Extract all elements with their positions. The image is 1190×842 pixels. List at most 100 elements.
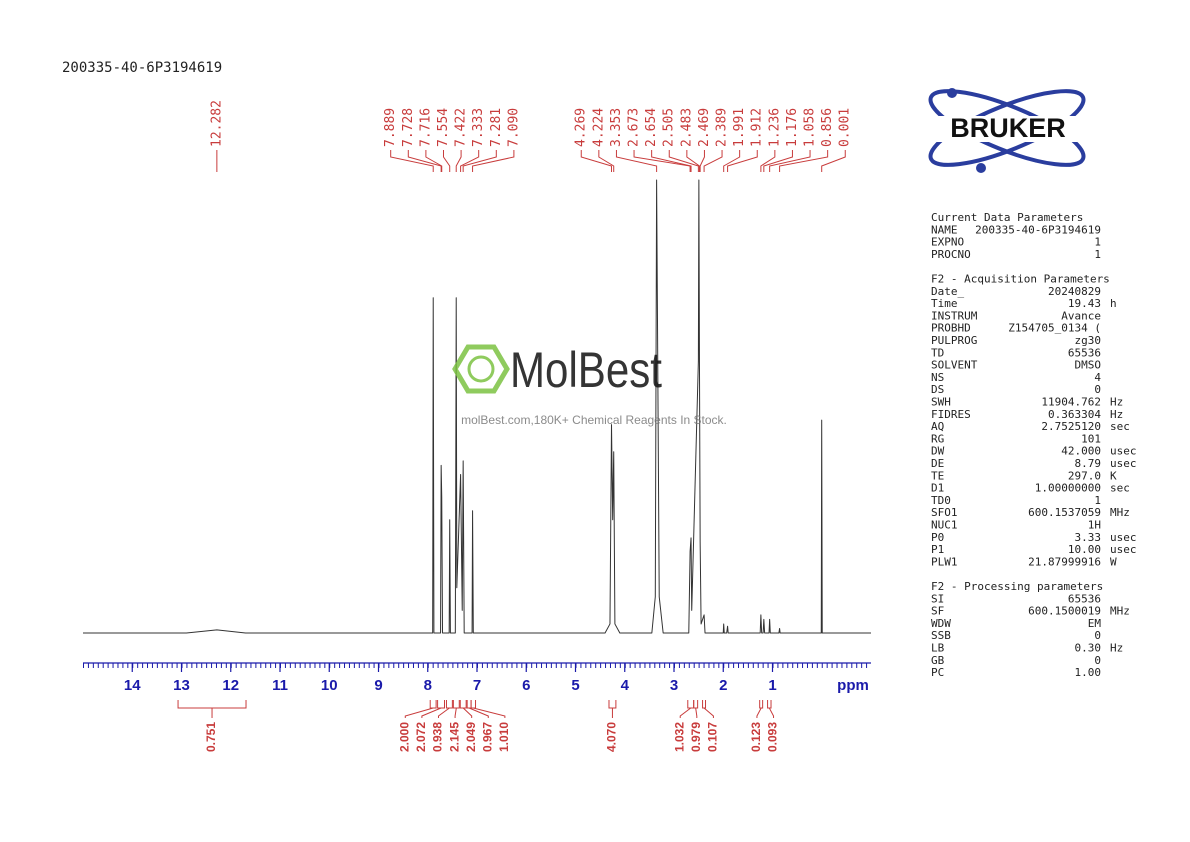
integral-label: 0.107 (706, 722, 720, 752)
parameter-unit: sec (1110, 420, 1130, 433)
x-tick-label: 14 (124, 677, 141, 694)
parameter-name: D1 (931, 482, 944, 495)
parameter-unit: sec (1110, 482, 1130, 495)
parameter-section-title: Current Data Parameters (931, 211, 1083, 224)
parameter-name: DE (931, 457, 944, 470)
watermark-brand: MolBest (510, 342, 662, 398)
peak-connector (598, 150, 615, 172)
parameter-value: 4 (1094, 371, 1101, 384)
integral-bracket (608, 700, 617, 718)
integral-bracket (767, 700, 775, 718)
parameter-name: Date_ (931, 285, 964, 298)
peak-label: 7.281 (489, 108, 504, 147)
parameter-name: EXPNO (931, 236, 964, 249)
parameter-unit: usec (1110, 543, 1137, 556)
parameter-value: 8.79 (1075, 457, 1102, 470)
parameter-name: NS (931, 371, 944, 384)
integral-bracket (470, 700, 506, 718)
parameter-value: 200335-40-6P3194619 (975, 223, 1101, 236)
chart-title: 200335-40-6P3194619 (62, 60, 222, 76)
parameter-value: 10.00 (1068, 543, 1101, 556)
peak-connector (727, 150, 758, 172)
peak-label: 4.269 (574, 108, 589, 147)
integral-bracket (437, 700, 453, 718)
integral-bracket (756, 700, 764, 718)
integral-label: 2.072 (414, 722, 428, 752)
parameter-value: 0 (1094, 629, 1101, 642)
x-tick-label: 6 (522, 677, 530, 694)
parameter-unit: usec (1110, 445, 1137, 458)
x-tick-label: 8 (424, 677, 432, 694)
parameter-name: RG (931, 432, 944, 445)
peak-label: 2.654 (644, 108, 659, 147)
x-tick-label: 4 (621, 677, 630, 694)
x-tick-label: 7 (473, 677, 481, 694)
peak-connector (821, 150, 846, 172)
parameter-name: Time (931, 297, 958, 310)
bruker-logo: BRUKER (926, 88, 1090, 173)
integral-label: 1.032 (672, 722, 686, 752)
peak-connector (425, 150, 443, 172)
parameter-name: PC (931, 666, 944, 679)
peak-label: 0.856 (820, 108, 835, 147)
peak-connector (390, 150, 434, 172)
parameter-value: 1 (1094, 236, 1101, 249)
logo-orbit (928, 89, 1086, 167)
peak-connector (462, 150, 497, 172)
parameter-unit: K (1110, 469, 1117, 482)
parameter-value: 65536 (1068, 346, 1101, 359)
parameter-value: 19.43 (1068, 297, 1101, 310)
logo-dot (947, 88, 957, 98)
x-tick-label: 13 (173, 677, 190, 694)
parameter-name: NUC1 (931, 519, 958, 532)
parameter-value: 1.00 (1075, 666, 1102, 679)
parameter-value: 1.00000000 (1035, 482, 1101, 495)
peak-label: 7.090 (506, 108, 521, 147)
parameter-value: 600.1537059 (1028, 506, 1101, 519)
peak-label: 4.224 (591, 108, 606, 147)
parameter-value: 42.000 (1061, 445, 1101, 458)
parameter-value: DMSO (1075, 359, 1102, 372)
integral-bracket (404, 700, 437, 718)
peak-connector (472, 150, 515, 172)
integral-label: 2.145 (447, 722, 461, 752)
integral-label: 2.049 (464, 722, 478, 752)
peak-label: 1.176 (785, 108, 800, 147)
parameter-name: DS (931, 383, 944, 396)
integral-label: 2.000 (397, 722, 411, 752)
parameter-name: TD (931, 346, 944, 359)
x-tick-label: 5 (571, 677, 579, 694)
integral-label: 0.979 (689, 722, 703, 752)
integral-label: 1.010 (497, 722, 511, 752)
watermark-icon (467, 355, 495, 383)
x-tick-label: 1 (768, 677, 776, 694)
peak-label: 7.422 (454, 108, 469, 147)
parameter-value: 0 (1094, 654, 1101, 667)
parameter-name: PROBHD (931, 322, 971, 335)
parameter-unit: Hz (1110, 408, 1123, 421)
parameter-value: Avance (1061, 309, 1101, 322)
peak-label: 1.991 (732, 108, 747, 147)
x-axis-label: ppm (837, 677, 869, 694)
parameter-name: SSB (931, 629, 951, 642)
logo-orbit (928, 89, 1086, 167)
parameter-value: 1H (1088, 519, 1101, 532)
integral-bracket (421, 700, 445, 718)
parameter-name: FIDRES (931, 408, 971, 421)
parameter-value: 297.0 (1068, 469, 1101, 482)
peak-label: 1.236 (767, 108, 782, 147)
parameter-unit: MHz (1110, 605, 1130, 618)
integral-label: 0.093 (766, 722, 780, 752)
parameter-unit: MHz (1110, 506, 1130, 519)
parameter-unit: Hz (1110, 642, 1123, 655)
integral-bracket (702, 700, 714, 718)
parameter-value: 3.33 (1075, 531, 1102, 544)
parameter-unit: h (1110, 297, 1117, 310)
integral-label: 0.967 (480, 722, 494, 752)
parameter-name: PLW1 (931, 555, 958, 568)
parameter-unit: usec (1110, 457, 1137, 470)
logo-dot (976, 163, 986, 173)
parameter-value: 1 (1094, 248, 1101, 261)
peak-label: 3.353 (609, 108, 624, 147)
